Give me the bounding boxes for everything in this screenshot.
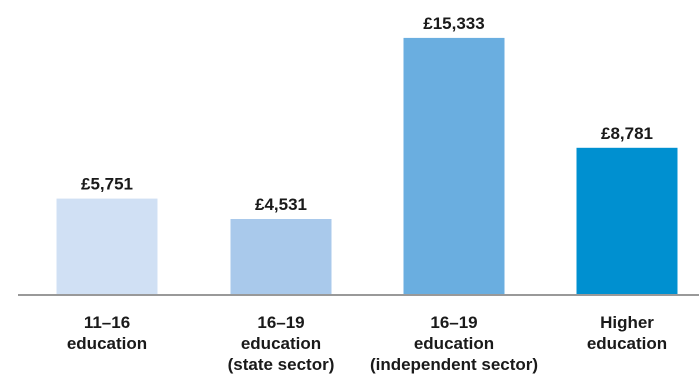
category-label-1-line-1: 11–16 [84,313,130,332]
value-label-1: £5,751 [81,175,133,194]
category-label-2-line-1: 16–19 [257,313,304,332]
category-label-4-line-2: education [587,334,667,353]
value-label-3: £15,333 [423,14,484,33]
category-label-4-line-1: Higher [600,313,654,332]
category-label-2: 16–19 education (state sector) [228,313,335,374]
value-label-4: £8,781 [601,124,653,143]
category-label-1-line-2: education [67,334,147,353]
bar-2 [230,219,332,295]
category-label-2-line-2: education [241,334,321,353]
bar-1 [56,198,158,295]
category-label-3-line-2: education [414,334,494,353]
category-labels-group: 11–16 education 16–19 education (state secto… [67,313,667,374]
value-label-2: £4,531 [255,195,307,214]
bars-group [56,37,678,296]
bar-4 [576,147,678,295]
category-label-4: Higher education [587,313,667,353]
value-labels-group: £5,751 £4,531 £15,333 £8,781 [81,14,653,214]
category-label-3: 16–19 education (independent sector) [370,313,538,374]
category-label-1: 11–16 education [67,313,147,353]
category-label-2-line-3: (state sector) [228,355,335,374]
category-label-3-line-3: (independent sector) [370,355,538,374]
bar-3 [403,37,505,296]
category-label-3-line-1: 16–19 [430,313,477,332]
